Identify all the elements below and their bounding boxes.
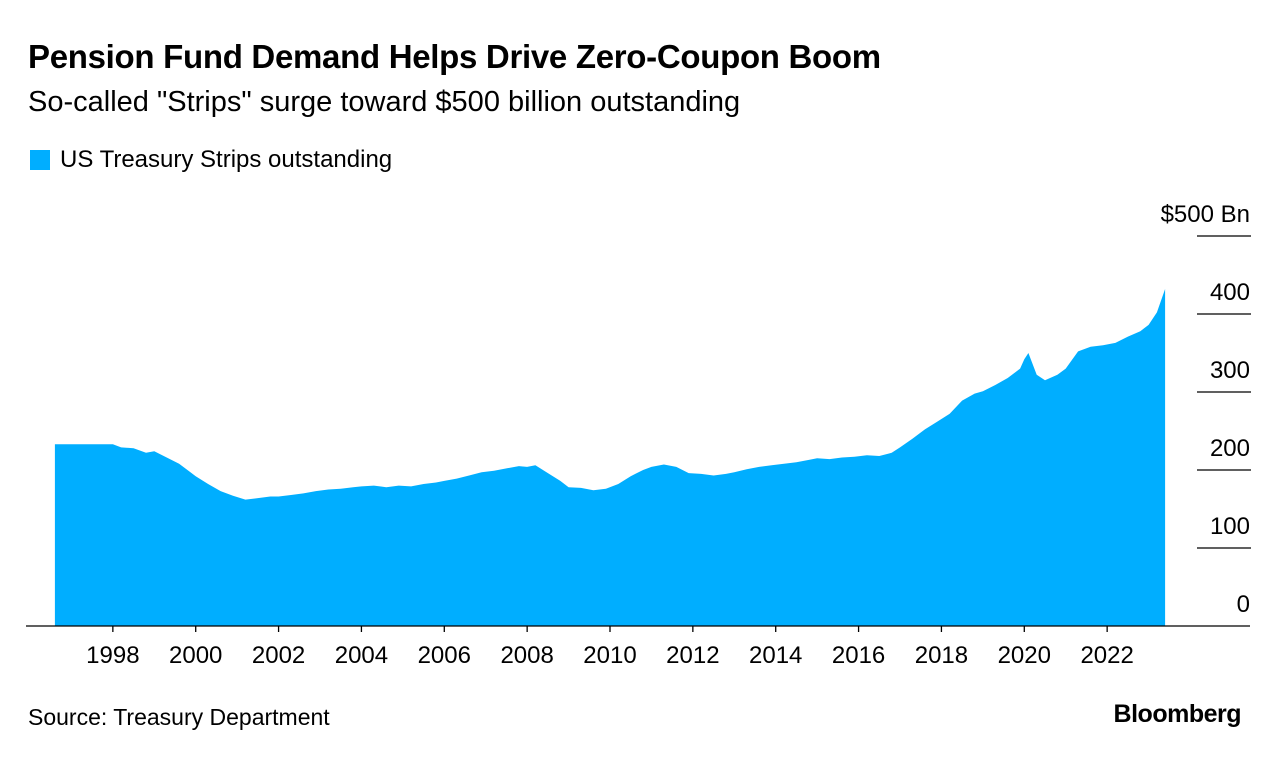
chart-subtitle: So-called "Strips" surge toward $500 bil… — [28, 86, 741, 118]
y-tick-label: 100 — [1210, 513, 1250, 540]
x-tick-label: 2022 — [1080, 642, 1133, 669]
x-tick-label: 2012 — [666, 642, 719, 669]
y-tick-label: $500 Bn — [1161, 201, 1250, 228]
area-series-0 — [54, 289, 1166, 626]
y-tick-label: 0 — [1237, 591, 1250, 618]
legend-swatch — [30, 150, 50, 170]
y-tick-label: 300 — [1210, 357, 1250, 384]
x-tick-label: 2016 — [832, 642, 885, 669]
x-tick-label: 2004 — [335, 642, 388, 669]
legend-label: US Treasury Strips outstanding — [60, 146, 393, 173]
legend: US Treasury Strips outstanding — [30, 146, 392, 174]
source-note: Source: Treasury Department — [28, 704, 330, 730]
x-tick-label: 2010 — [583, 642, 636, 669]
y-tick-label: 200 — [1210, 435, 1250, 462]
x-tick-label: 2018 — [915, 642, 968, 669]
x-tick-label: 2002 — [252, 642, 305, 669]
x-tick-label: 2014 — [749, 642, 802, 669]
x-tick-label: 2006 — [418, 642, 471, 669]
x-tick-label: 2020 — [998, 642, 1051, 669]
x-tick-label: 1998 — [86, 642, 139, 669]
y-tick-label: 400 — [1210, 279, 1250, 306]
chart-title: Pension Fund Demand Helps Drive Zero-Cou… — [28, 38, 881, 75]
x-tick-label: 2008 — [500, 642, 553, 669]
x-tick-label: 2000 — [169, 642, 222, 669]
bloomberg-logo: Bloomberg — [1113, 700, 1242, 728]
